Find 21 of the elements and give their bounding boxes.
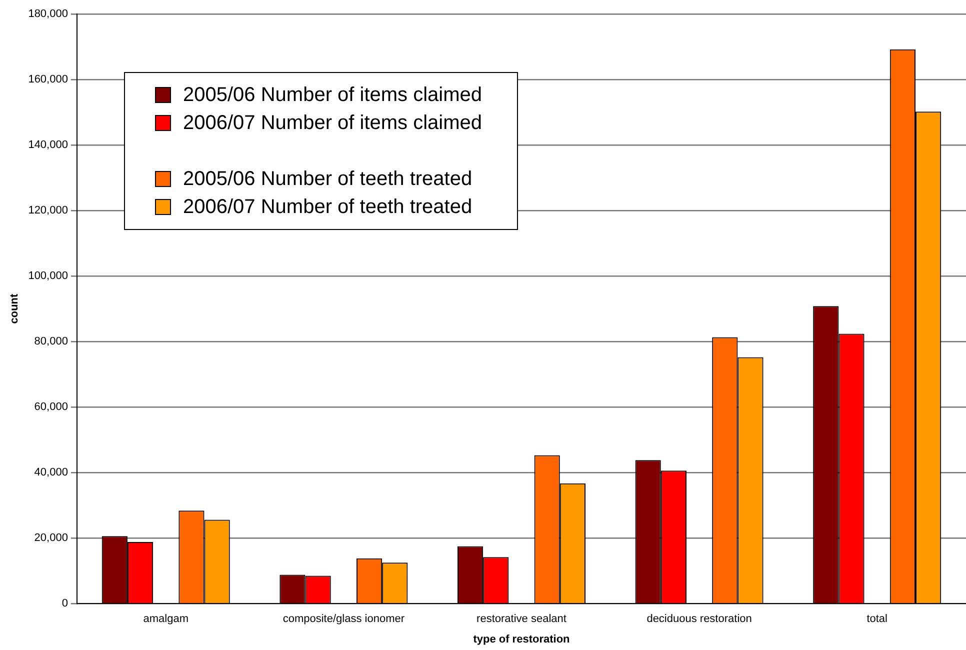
x-tick-label: composite/glass ionomer bbox=[282, 613, 405, 626]
y-tick-label: 100,000 bbox=[28, 270, 68, 282]
x-tick-label: total bbox=[866, 613, 888, 626]
x-tick-label: restorative sealant bbox=[476, 613, 566, 626]
legend-label: 2005/06 Number of teeth treated bbox=[183, 167, 472, 192]
y-tick-label: 160,000 bbox=[28, 74, 68, 86]
legend-label: 2005/06 Number of items claimed bbox=[183, 83, 482, 108]
x-tick-label: deciduous restoration bbox=[646, 613, 752, 626]
y-tick-label: 60,000 bbox=[34, 401, 68, 414]
y-tick-label: 0 bbox=[62, 598, 68, 610]
y-tick-label: 140,000 bbox=[28, 139, 68, 152]
legend-label: 2006/07 Number of teeth treated bbox=[183, 195, 472, 220]
y-tick-label: 20,000 bbox=[34, 532, 68, 544]
y-tick-label: 80,000 bbox=[34, 336, 68, 348]
x-tick-label: amalgam bbox=[143, 613, 188, 626]
y-tick-label: 180,000 bbox=[28, 8, 68, 20]
legend-label: 2006/07 Number of items claimed bbox=[183, 111, 482, 136]
y-tick-label: 40,000 bbox=[34, 466, 68, 479]
y-tick-label: 120,000 bbox=[28, 204, 68, 217]
x-axis-title: type of restoration bbox=[473, 633, 570, 646]
y-axis-title: count bbox=[8, 294, 21, 324]
